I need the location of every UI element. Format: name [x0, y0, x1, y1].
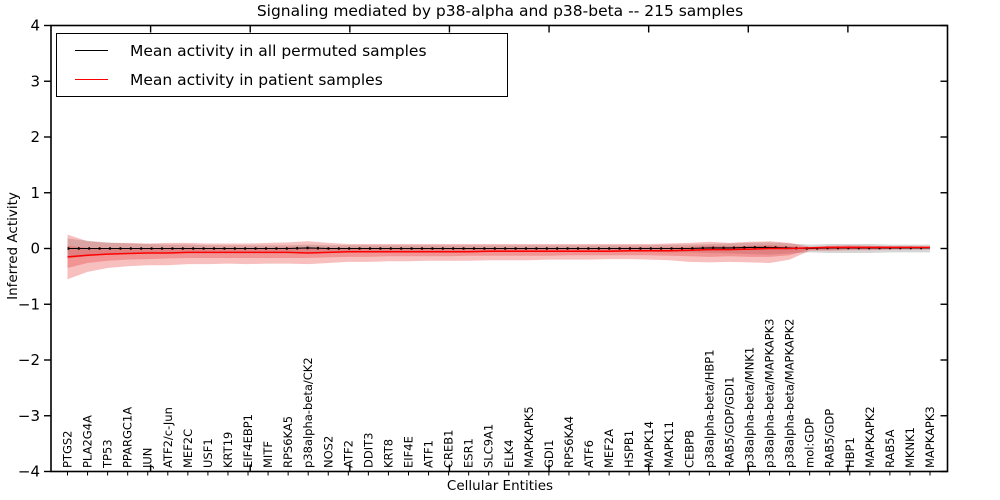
entity-label: MAPKAPK5 — [522, 406, 536, 468]
entity-label: ATF6 — [582, 440, 596, 468]
entity-label: p38alpha-beta/MAPKAPK3 — [763, 319, 777, 469]
entity-label: ESR1 — [462, 438, 476, 468]
entity-label: RAB5A — [883, 429, 897, 468]
entity-label: RPS6KA5 — [281, 416, 295, 468]
entity-label: KRT8 — [381, 439, 395, 468]
y-tick-label: 1 — [30, 184, 40, 202]
y-tick-label: −4 — [18, 463, 40, 481]
patient-mean-line — [67, 246, 930, 258]
entity-label: JUN — [141, 448, 155, 469]
y-tick-label: 3 — [30, 72, 40, 90]
entity-label: p38alpha-beta/HBP1 — [702, 349, 716, 468]
entity-label: TP53 — [101, 439, 115, 469]
entity-label: GDI1 — [542, 440, 556, 468]
chart-title: Signaling mediated by p38-alpha and p38-… — [256, 2, 744, 20]
entity-label: MAPK11 — [662, 421, 676, 468]
entity-label: MAPKAPK2 — [863, 406, 877, 468]
entity-label: p38alpha-beta/CK2 — [301, 357, 315, 468]
entity-label: HSPB1 — [622, 430, 636, 468]
entity-label: p38alpha-beta/MAPKAPK2 — [783, 319, 797, 469]
entity-label: MKNK1 — [903, 427, 917, 468]
patient-line-swatch — [75, 79, 108, 80]
entity-label: ATF2 — [341, 440, 355, 468]
entity-label: DDIT3 — [361, 433, 375, 468]
legend-item-patient: Mean activity in patient samples — [75, 71, 507, 89]
entity-label: KRT19 — [221, 432, 235, 468]
entity-label: p38alpha-beta/MNK1 — [743, 347, 757, 468]
entity-label: MEF2A — [602, 429, 616, 468]
entity-label: MAPK14 — [642, 421, 656, 468]
y-tick-label: −3 — [18, 407, 40, 425]
legend-label: Mean activity in all permuted samples — [130, 41, 427, 60]
x-axis-label: Cellular Entities — [446, 478, 554, 494]
patient-samples-range-outer-band — [67, 234, 930, 280]
y-tick-label: 4 — [30, 17, 40, 35]
entity-label: mol:GDP — [803, 418, 817, 468]
entity-label: NOS2 — [321, 436, 335, 468]
legend-label: Mean activity in patient samples — [130, 70, 383, 89]
entity-label: EIF4E — [402, 436, 416, 468]
entity-label: RAB5/GDP/GDI1 — [722, 376, 736, 468]
entity-label: MAPKAPK3 — [923, 406, 937, 468]
permuted-line-swatch — [75, 50, 108, 51]
entity-label: PTGS2 — [61, 431, 75, 469]
entity-label: CREB1 — [442, 430, 456, 469]
entity-label: ATF2/c-Jun — [161, 407, 175, 468]
entity-label: SLC9A1 — [482, 424, 496, 468]
entity-label: RAB5/GDP — [823, 409, 837, 468]
entity-label: EIF4EBP1 — [241, 414, 255, 468]
legend-item-permuted: Mean activity in all permuted samples — [75, 42, 507, 60]
legend: Mean activity in all permuted samples Me… — [56, 33, 508, 97]
entity-label: PLA2G4A — [81, 415, 95, 468]
y-tick-label: 2 — [30, 128, 40, 146]
entity-label: RPS6KA4 — [562, 416, 576, 468]
entity-label: PPARGC1A — [121, 407, 135, 468]
patient-samples-range-inner-band — [67, 245, 930, 268]
y-tick-label: −2 — [18, 351, 40, 369]
entity-label: MEF2C — [181, 429, 195, 468]
entity-label: MITF — [261, 441, 275, 468]
entity-label: HBP1 — [843, 437, 857, 468]
entity-label: ELK4 — [502, 439, 516, 468]
entity-label: ATF1 — [422, 440, 436, 468]
y-axis-label: Inferred Activity — [5, 192, 21, 300]
entity-label: CEBPB — [682, 430, 696, 468]
y-tick-label: 0 — [30, 240, 40, 258]
y-tick-label: −1 — [18, 295, 40, 313]
entity-label: USF1 — [201, 438, 215, 468]
